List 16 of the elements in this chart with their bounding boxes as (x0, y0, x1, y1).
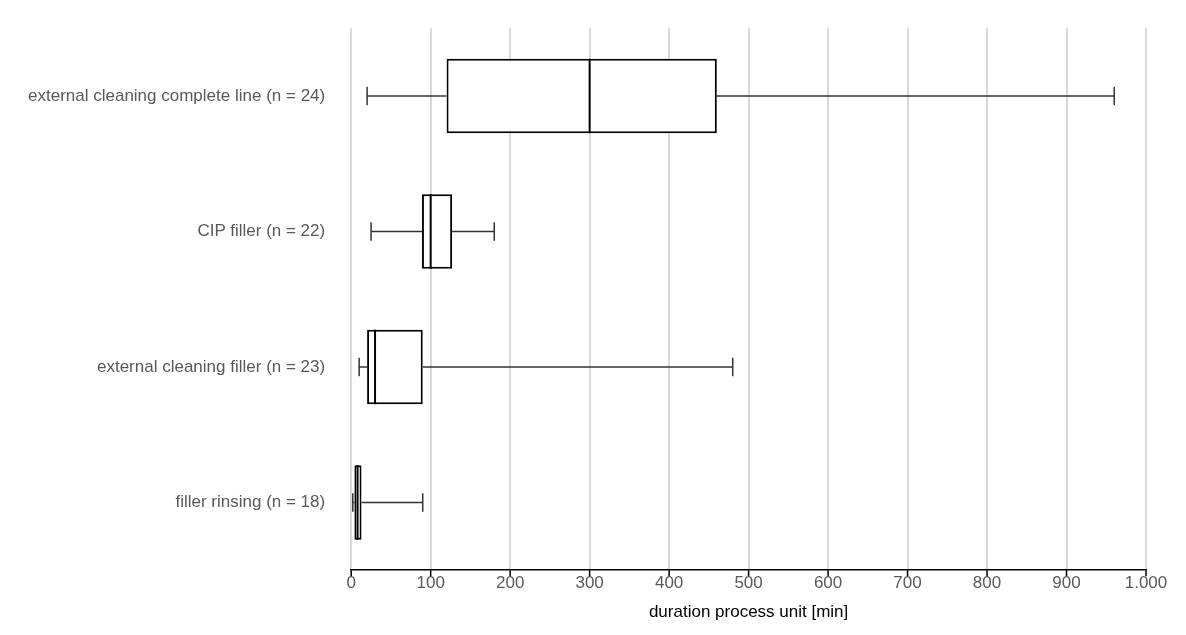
x-tick-label: 1.000 (1124, 573, 1168, 593)
x-tick-label: 400 (654, 573, 684, 593)
x-tick-label: 300 (575, 573, 604, 593)
x-tick-label: 700 (893, 573, 922, 593)
x-tick-label: 900 (1052, 573, 1081, 593)
x-tick-label: 800 (972, 573, 1002, 593)
y-tick-label: CIP filler (n = 22) (197, 221, 326, 241)
y-tick-label: filler rinsing (n = 18) (175, 492, 326, 512)
x-tick-label: 200 (495, 573, 525, 593)
x-tick-label: 0 (346, 573, 356, 593)
y-tick-label: external cleaning filler (n = 23) (96, 356, 326, 376)
x-axis-title: duration process unit [min] (648, 602, 849, 622)
x-tick-label: 500 (734, 573, 763, 593)
y-tick-label: external cleaning complete line (n = 24) (28, 85, 326, 105)
x-tick-label: 100 (416, 573, 445, 593)
x-tick-label: 600 (813, 573, 843, 593)
